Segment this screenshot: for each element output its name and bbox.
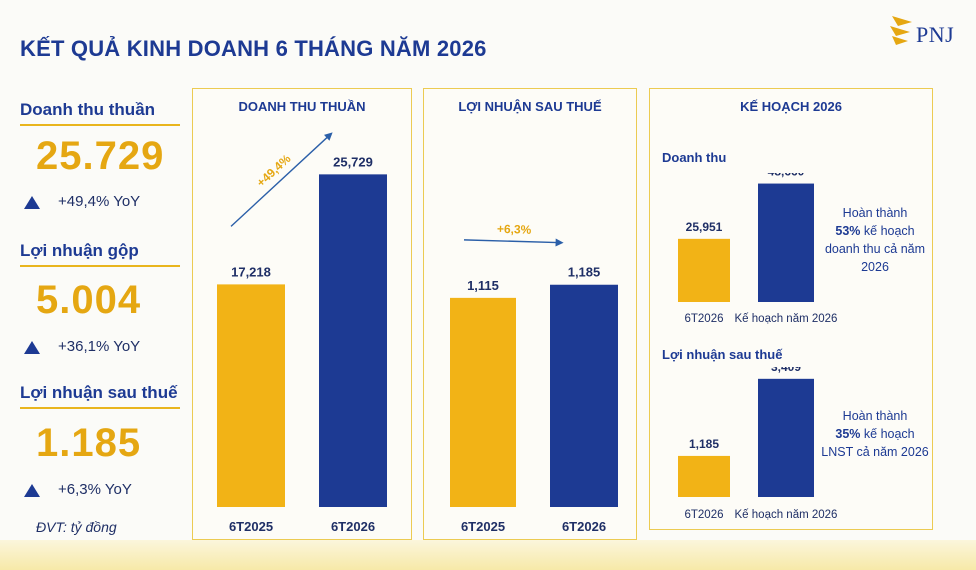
growth-arrow-line	[230, 135, 329, 227]
category-label: 6T2025	[229, 519, 273, 534]
category-label: 6T2026	[684, 313, 723, 325]
bar-6t2026	[550, 284, 618, 507]
kpi-revenue-label: Doanh thu thuần	[20, 100, 156, 119]
page-title: KẾT QUẢ KINH DOANH 6 THÁNG NĂM 2026	[20, 36, 487, 61]
plan-revenue-note-pct: 53%	[835, 224, 861, 238]
growth-arrow-head	[555, 238, 564, 247]
plan-profit-note-pct: 35%	[835, 427, 861, 441]
plan-revenue-note-post: kế hoạch doanh thu cả năm 2026	[824, 224, 926, 274]
kpi-gross-profit-label: Lợi nhuận gộp	[20, 241, 139, 260]
plan-profit-chart: 1,185 6T2026 3,409 Kế hoạch năm 2026	[678, 367, 838, 521]
category-label: 6T2026	[562, 519, 606, 534]
kpi-net-profit-value: 1.185	[36, 421, 142, 465]
plan-profit-note-pre: Hoàn thành	[842, 409, 908, 423]
growth-label: +6,3%	[497, 222, 532, 237]
bar-value-label: 25,729	[333, 154, 373, 169]
bar-6t2026	[319, 174, 387, 507]
plan-profit-note: Hoàn thành 35% kế hoạch LNST cả năm 2026	[820, 407, 930, 461]
bar-value-label: 3,409	[771, 367, 801, 374]
kpi-net-profit-label: Lợi nhuận sau thuế	[20, 383, 178, 402]
net-profit-panel: LỢI NHUẬN SAU THUẾ 1,115 6T2025 1,185 6T202…	[423, 88, 637, 540]
kpi-gross-profit-underline	[20, 265, 180, 267]
bar-value-label: 1,185	[689, 437, 719, 451]
bar-kế-hoạch-năm-2026	[758, 183, 814, 302]
growth-arrow: +49,4%	[230, 132, 333, 227]
bar-6t2025	[450, 297, 516, 507]
kpi-gross-profit-change: +36,1% YoY	[58, 338, 141, 355]
pnj-logo: PNJ	[886, 12, 972, 52]
category-label: Kế hoạch năm 2026	[735, 509, 838, 521]
bar-kế-hoạch-năm-2026	[758, 378, 814, 497]
growth-label: +49,4%	[254, 151, 294, 189]
kpi-net-profit-change: +6,3% YoY	[58, 481, 132, 498]
up-triangle-icon	[24, 196, 40, 209]
category-label: 6T2025	[461, 519, 505, 534]
bar-value-label: 48,660	[768, 173, 805, 179]
growth-arrow-head	[324, 132, 333, 141]
revenue-panel-title: DOANH THU THUẦN	[238, 99, 366, 114]
kpi-gross-profit-value: 5.004	[36, 278, 142, 322]
net-profit-chart: 1,115 6T2025 1,185 6T2026 +6,3%	[450, 222, 618, 534]
bar-value-label: 1,115	[467, 278, 499, 293]
revenue-chart: 17,218 6T2025 25,729 6T2026 +49,4%	[217, 132, 387, 534]
plan-panel: KẾ HOẠCH 2026 Doanh thu Lợi nhuận sau th…	[649, 88, 933, 530]
up-triangle-icon	[24, 341, 40, 354]
plan-revenue-chart: 25,951 6T2026 48,660 Kế hoạch năm 2026	[678, 173, 838, 325]
category-label: 6T2026	[684, 509, 723, 521]
unit-note: ĐVT: tỷ đồng	[36, 519, 117, 535]
plan-profit-subtitle: Lợi nhuận sau thuế	[662, 347, 783, 362]
plan-panel-title: KẾ HOẠCH 2026	[740, 99, 842, 114]
revenue-panel: DOANH THU THUẦN 17,218 6T2025 25,729 6T2026…	[192, 88, 412, 540]
kpi-revenue-underline	[20, 124, 180, 126]
category-label: 6T2026	[331, 519, 375, 534]
bar-value-label: 1,185	[568, 265, 601, 280]
pnj-logo-icon	[890, 16, 912, 45]
up-triangle-icon	[24, 484, 40, 497]
plan-revenue-note: Hoàn thành 53% kế hoạch doanh thu cả năm…	[820, 204, 930, 276]
bar-6t2025	[217, 284, 285, 507]
kpi-revenue-value: 25.729	[36, 134, 165, 178]
plan-revenue-subtitle: Doanh thu	[662, 150, 727, 165]
bar-value-label: 17,218	[231, 264, 271, 279]
growth-arrow-line	[463, 239, 558, 244]
logo-text: PNJ	[916, 22, 955, 47]
bar-value-label: 25,951	[686, 220, 723, 234]
bottom-band	[0, 540, 976, 570]
kpi-revenue-change: +49,4% YoY	[58, 193, 141, 210]
bar-6t2026	[678, 238, 730, 302]
plan-profit-note-post: kế hoạch LNST cả năm 2026	[821, 427, 929, 459]
plan-revenue-note-pre: Hoàn thành	[842, 206, 908, 220]
category-label: Kế hoạch năm 2026	[735, 313, 838, 325]
net-profit-panel-title: LỢI NHUẬN SAU THUẾ	[458, 99, 602, 114]
growth-arrow: +6,3%	[463, 222, 564, 247]
kpi-net-profit-underline	[20, 407, 180, 409]
bar-6t2026	[678, 455, 730, 497]
